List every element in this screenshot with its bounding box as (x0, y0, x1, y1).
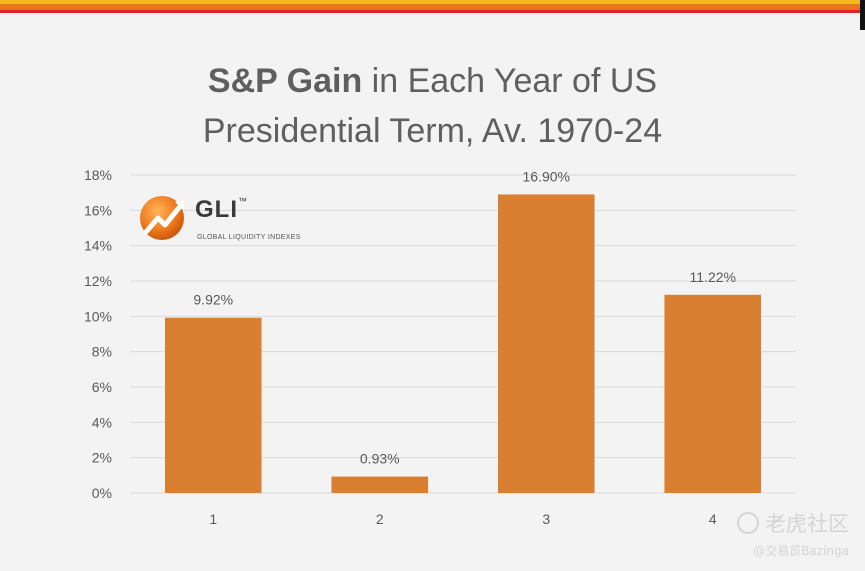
chart-title-line2: Presidential Term, Av. 1970-24 (202, 112, 663, 150)
gli-logo: GLI™ GLOBAL LIQUIDITY INDEXES (138, 192, 338, 248)
y-tick-label: 2% (92, 450, 112, 466)
y-tick-label: 8% (92, 344, 112, 360)
chart-title-bold: S&P Gain (207, 62, 363, 100)
y-tick-label: 0% (92, 485, 112, 501)
bar (664, 294, 762, 493)
x-tick-label: 2 (376, 511, 384, 527)
y-tick-label: 14% (84, 238, 112, 254)
x-tick-label: 3 (542, 511, 550, 527)
y-tick-label: 10% (84, 308, 112, 324)
x-tick-label: 4 (709, 511, 717, 527)
stripe-yellow (0, 0, 865, 4)
gli-logo-name: GLI™ (195, 196, 248, 223)
chart-title-line1: S&P Gain in Each Year of US (0, 56, 865, 106)
y-tick-label: 12% (84, 273, 112, 289)
stripe-red (0, 10, 865, 13)
watermark-logo-icon (737, 512, 759, 534)
bar (164, 317, 262, 493)
chart-title-rest: in Each Year of US (362, 62, 658, 100)
y-tick-label: 4% (92, 414, 112, 430)
stripe-orange (0, 4, 865, 10)
bar (331, 476, 429, 493)
y-tick-label: 16% (84, 202, 112, 218)
chart-title: S&P Gain in Each Year of US Presidential… (0, 56, 865, 156)
y-tick-label: 6% (92, 379, 112, 395)
x-tick-label: 1 (209, 511, 217, 527)
watermark-author: @交易员Bazinga (753, 544, 849, 558)
gli-logo-icon (140, 196, 185, 240)
stripe-end-cap (860, 0, 865, 30)
data-label: 16.90% (523, 168, 570, 184)
data-label: 0.93% (360, 451, 400, 467)
slide-top-stripe (0, 0, 865, 30)
data-label: 11.22% (690, 269, 736, 285)
gli-logo-subtitle: GLOBAL LIQUIDITY INDEXES (197, 234, 301, 241)
data-label: 9.92% (193, 292, 233, 308)
y-tick-label: 18% (84, 167, 112, 183)
bar (497, 194, 595, 493)
watermark-community: 老虎社区 (737, 508, 849, 538)
